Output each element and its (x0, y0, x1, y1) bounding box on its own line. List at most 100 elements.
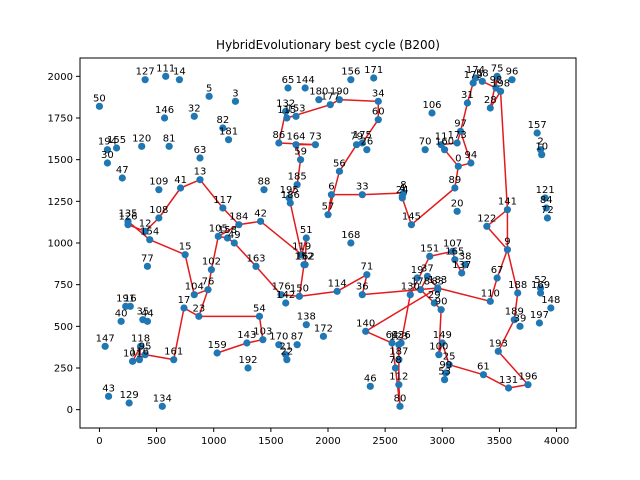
city-label-2: 2 (537, 137, 543, 148)
city-point-56 (335, 167, 344, 175)
city-point-115 (283, 114, 291, 122)
city-label-78: 78 (389, 355, 402, 366)
city-label-115: 115 (277, 105, 296, 116)
city-point-10 (538, 151, 546, 159)
city-label-147: 147 (96, 333, 115, 344)
city-label-188: 188 (508, 280, 527, 291)
city-label-152: 152 (294, 252, 313, 263)
city-label-154: 154 (140, 227, 159, 238)
city-point-50 (95, 102, 104, 110)
city-point-141 (503, 206, 512, 214)
city-point-42 (256, 217, 265, 225)
city-point-20 (453, 207, 461, 215)
city-label-5: 5 (206, 83, 212, 94)
city-point-82 (219, 124, 227, 132)
city-point-64 (388, 339, 396, 347)
city-point-114 (333, 287, 341, 295)
city-point-54 (255, 312, 264, 320)
city-label-122: 122 (477, 213, 496, 224)
city-label-0: 0 (455, 153, 461, 164)
city-label-76: 76 (202, 277, 215, 288)
y-tick-label-1250: 1250 (48, 197, 73, 208)
tour-edge-105-184 (217, 223, 240, 238)
city-label-118: 118 (131, 333, 150, 344)
city-label-170: 170 (269, 332, 288, 343)
city-point-153 (292, 112, 300, 120)
city-label-189: 189 (505, 307, 524, 318)
y-axis-ticks: 0 250 500 750 1000 1250 1500 1750 2000 (48, 72, 80, 416)
tour-edge-130-136 (400, 293, 412, 344)
city-label-184: 184 (229, 212, 248, 223)
city-label-43: 43 (102, 383, 115, 394)
city-label-180: 180 (309, 87, 328, 98)
city-label-131: 131 (499, 375, 518, 386)
y-tick-label-0: 0 (67, 405, 73, 416)
city-label-149: 149 (433, 330, 452, 341)
city-label-9: 9 (504, 237, 510, 248)
city-label-142: 142 (276, 290, 295, 301)
city-label-157: 157 (528, 120, 547, 131)
city-label-144: 144 (296, 75, 315, 86)
city-point-190 (335, 96, 344, 104)
city-point-145 (407, 221, 416, 229)
city-label-59: 59 (294, 147, 307, 158)
tour-edge-154-15 (148, 238, 186, 256)
y-tick-label-750: 750 (54, 280, 73, 291)
city-point-191 (122, 302, 130, 310)
tour-edge-117-184 (222, 207, 240, 226)
city-label-86: 86 (272, 130, 285, 141)
y-tick-label-1750: 1750 (48, 114, 73, 125)
city-point-24 (398, 194, 406, 202)
tour-edge-56-79 (338, 143, 358, 173)
city-label-17: 17 (178, 295, 191, 306)
y-tick-label-1000: 1000 (48, 239, 73, 250)
city-label-174: 174 (466, 65, 485, 76)
city-point-140 (362, 327, 370, 335)
city-label-175: 175 (353, 130, 372, 141)
city-label-161: 161 (164, 347, 183, 358)
x-tick-label-500: 500 (147, 436, 166, 447)
tour-edge-186-119 (289, 202, 303, 256)
city-point-134 (158, 402, 166, 410)
city-point-96 (508, 76, 516, 84)
city-point-28 (486, 104, 494, 112)
city-point-60 (374, 116, 382, 124)
city-point-187 (395, 356, 403, 364)
city-label-145: 145 (402, 212, 421, 223)
city-label-6: 6 (328, 182, 334, 193)
city-label-49: 49 (228, 230, 241, 241)
city-label-96: 96 (506, 67, 519, 78)
city-label-60: 60 (372, 107, 385, 118)
city-point-75 (493, 72, 501, 80)
city-label-186: 186 (281, 190, 300, 201)
city-point-102 (207, 266, 216, 274)
tour-edge-76-23 (198, 288, 209, 318)
city-label-82: 82 (216, 115, 229, 126)
city-label-172: 172 (314, 323, 333, 334)
city-point-106 (428, 109, 436, 117)
city-label-12: 12 (139, 218, 152, 229)
city-label-52: 52 (534, 275, 547, 286)
city-point-118 (136, 342, 145, 350)
city-label-87: 87 (291, 332, 304, 343)
city-label-165: 165 (445, 247, 464, 258)
city-point-120 (138, 142, 146, 150)
city-point-30 (103, 159, 112, 167)
x-tick-label-2000: 2000 (315, 436, 340, 447)
city-point-110 (486, 297, 494, 305)
city-point-163 (252, 262, 260, 270)
city-label-47: 47 (116, 165, 129, 176)
city-point-26 (363, 146, 371, 154)
tour-edge-152-150 (298, 263, 305, 298)
city-label-158: 158 (218, 225, 237, 236)
city-point-58 (478, 77, 486, 85)
city-label-162: 162 (296, 252, 315, 263)
x-tick-label-0: 0 (96, 436, 102, 447)
city-label-130: 130 (401, 282, 420, 293)
city-label-84: 84 (540, 195, 553, 206)
tour-edge-75-28 (489, 75, 498, 109)
city-label-100: 100 (429, 342, 448, 353)
city-label-63: 63 (194, 145, 207, 156)
city-label-10: 10 (535, 142, 548, 153)
tour-edge-198-141 (499, 90, 509, 211)
